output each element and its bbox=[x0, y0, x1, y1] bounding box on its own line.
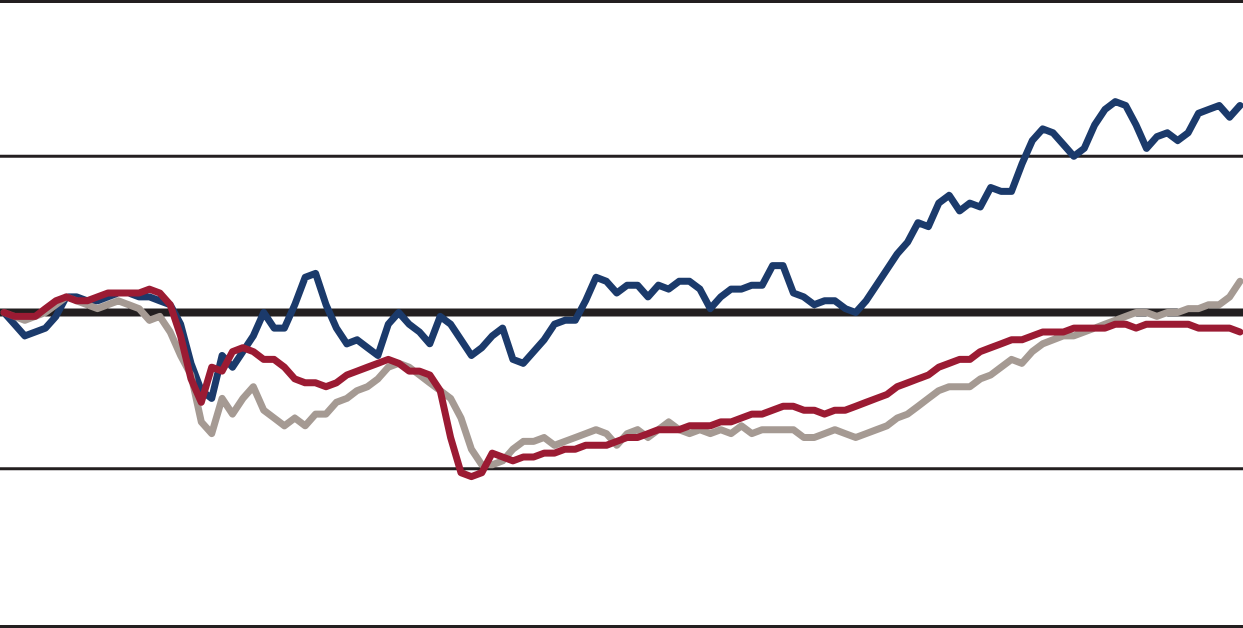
series-line-red bbox=[0, 285, 1243, 481]
series-line-blue bbox=[0, 98, 1243, 402]
series-lines bbox=[0, 98, 1243, 481]
